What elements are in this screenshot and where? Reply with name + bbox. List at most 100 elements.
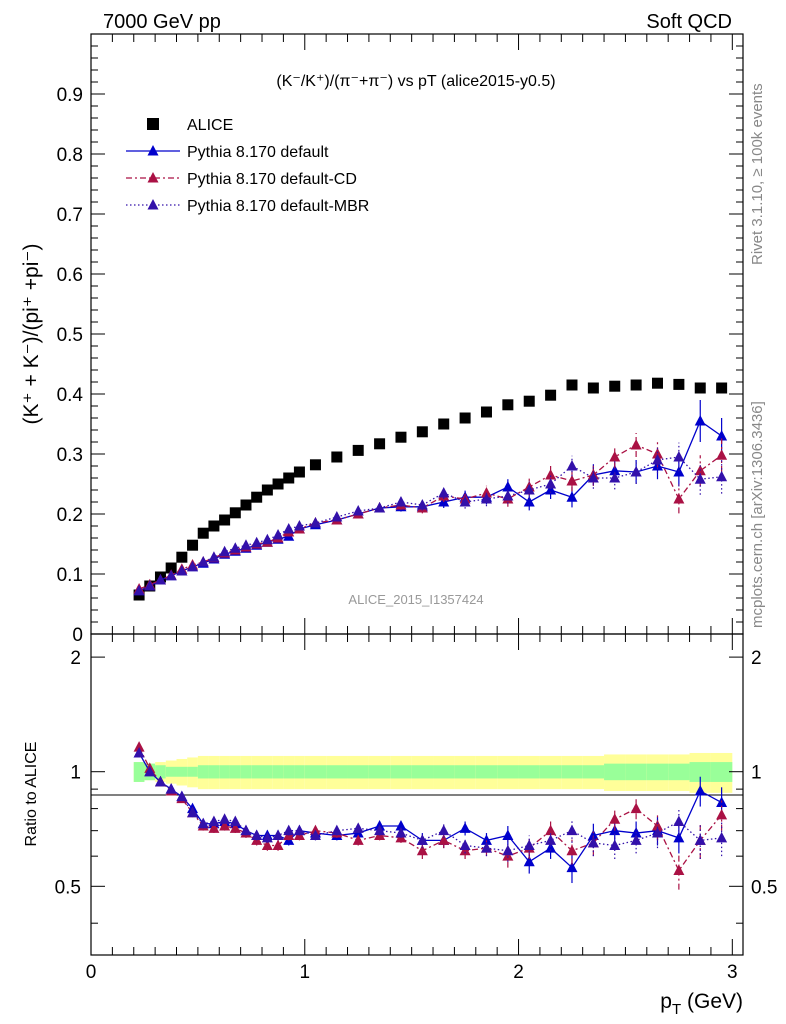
legend-marker (147, 199, 159, 210)
ratio-point (459, 839, 471, 850)
ratio-series-2 (133, 746, 728, 862)
upper-y-tick-label: 0.4 (57, 385, 84, 406)
alice-point (229, 507, 241, 519)
series-point (694, 473, 706, 484)
ratio-point (293, 824, 305, 836)
legend-label: ALICE (187, 117, 233, 134)
inner-band (229, 765, 241, 779)
inner-band (561, 765, 583, 779)
alice-point (352, 444, 364, 456)
series-point (208, 551, 220, 562)
chart-title: (K⁻/K⁺)/(π⁻+π⁻) vs pT (alice2015-y0.5) (276, 73, 555, 90)
lower-y-tick-label-right: 1 (751, 763, 762, 784)
inner-band (390, 765, 412, 779)
x-axis-label: pT (GeV) (660, 990, 743, 1018)
alice-point (438, 418, 450, 430)
lower-panel: 0.5 0.5 1 1 2 2 0 1 2 3 Ratio to ALICE pT (GeV) (23, 633, 777, 1018)
series-point (609, 472, 621, 483)
x-tick-label: 1 (299, 962, 310, 983)
x-tick-label: 0 (86, 962, 97, 983)
alice-point (609, 380, 621, 392)
alice-point (395, 431, 407, 443)
alice-point (416, 426, 428, 438)
inner-band (689, 762, 711, 782)
ratio-point (609, 839, 621, 850)
ratio-point (673, 864, 685, 876)
ratio-point (651, 820, 663, 831)
x-tick-label: 2 (513, 962, 524, 983)
inner-band (208, 765, 220, 779)
lower-y-tick-label: 0.5 (55, 877, 81, 898)
inner-band (646, 763, 669, 781)
upper-y-tick-label: 0.7 (57, 205, 83, 226)
upper-y-tick-label: 0.6 (57, 265, 83, 286)
inner-band (155, 765, 166, 779)
series-point (630, 439, 642, 450)
alice-point (197, 527, 209, 539)
ratio-point (673, 831, 685, 843)
alice-point (523, 395, 535, 407)
alice-point (219, 514, 231, 526)
series-point (165, 569, 177, 581)
alice-point (545, 389, 557, 401)
series-1 (133, 400, 728, 596)
inner-band (133, 762, 145, 782)
rivet-label: Rivet 3.1.10, ≥ 100k events (749, 83, 766, 265)
series-point (459, 496, 471, 507)
ratio-point (331, 824, 343, 836)
series-point (251, 536, 263, 548)
alice-point (272, 478, 284, 490)
mcplots-label: mcplots.cern.ch [arXiv:1306.3436] (749, 401, 766, 628)
inner-band (411, 765, 434, 779)
ratio-point (438, 824, 450, 836)
ratio-point (416, 834, 428, 845)
uncertainty-bands (133, 752, 733, 793)
alice-point (251, 491, 263, 503)
series-point (651, 454, 663, 465)
upper-y-tick-label: 0 (72, 625, 83, 646)
ratio-point (566, 824, 578, 836)
series-point (229, 542, 241, 553)
inner-band (326, 765, 348, 779)
series-point (352, 505, 364, 516)
series-point (144, 580, 156, 591)
series-point (630, 466, 642, 477)
series-point (716, 470, 728, 482)
series-point (395, 496, 407, 507)
ratio-point (630, 834, 642, 845)
ratio-point (133, 746, 145, 758)
ratio-point (240, 824, 252, 836)
ratio-point (374, 824, 386, 836)
upper-y-tick-label: 0.3 (57, 445, 83, 466)
ratio-point (716, 831, 728, 843)
inner-band (240, 765, 252, 779)
alice-point (459, 412, 471, 424)
ratio-point (395, 820, 407, 831)
ratio-point (480, 842, 492, 853)
series-point (566, 460, 578, 471)
inner-band (304, 765, 327, 779)
series-point (609, 451, 621, 462)
inner-band (219, 765, 230, 779)
series-point (502, 481, 514, 492)
ratio-point (566, 844, 578, 856)
upper-y-tick-label: 0.1 (57, 565, 83, 586)
series-point (716, 430, 728, 441)
alice-point (374, 438, 386, 450)
upper-y-tick-label: 0.9 (57, 85, 83, 106)
inner-band (294, 765, 305, 779)
alice-point (187, 539, 199, 551)
legend-label: Pythia 8.170 default-CD (187, 171, 357, 188)
series-point (545, 478, 557, 489)
inner-band (176, 766, 188, 777)
lower-y-axis-label: Ratio to ALICE (23, 742, 40, 847)
alice-point (480, 406, 492, 418)
series-point (523, 496, 535, 507)
ratio-point (502, 850, 514, 861)
ratio-point (395, 827, 407, 838)
inner-band (187, 766, 198, 777)
lower-data-layer (133, 741, 728, 890)
ratio-point (197, 817, 209, 829)
lower-ticks: 0.5 0.5 1 1 2 2 0 1 2 3 (55, 634, 777, 983)
ratio-point (566, 861, 578, 873)
